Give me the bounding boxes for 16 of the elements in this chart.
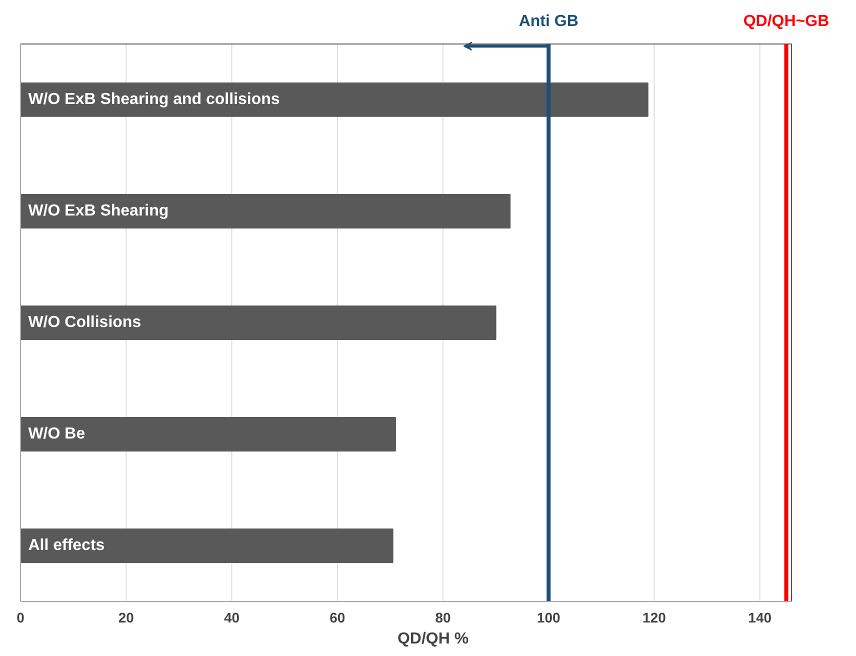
ref-line-label: Anti GB: [518, 12, 578, 30]
x-tick-label: 120: [642, 610, 666, 626]
y-tick-label: W/O ExB Shearing: [28, 202, 169, 220]
y-tick-label: W/O Collisions: [28, 314, 142, 332]
x-tick-label: 100: [536, 610, 560, 626]
x-tick-label: 80: [435, 610, 451, 626]
y-tick-label: W/O ExB Shearing and collisions: [28, 91, 280, 108]
x-tick-label: 60: [330, 610, 346, 626]
x-axis-title: QD/QH %: [397, 630, 469, 648]
x-tick-label: 40: [224, 610, 240, 626]
y-tick-label: All effects: [28, 537, 105, 554]
x-tick-label: 20: [118, 610, 134, 626]
x-tick-label: 0: [16, 610, 25, 626]
y-tick-label: W/O Be: [28, 426, 86, 443]
ref-line-label: QD/QH~GB: [743, 12, 830, 30]
x-tick-label: 140: [748, 610, 772, 626]
